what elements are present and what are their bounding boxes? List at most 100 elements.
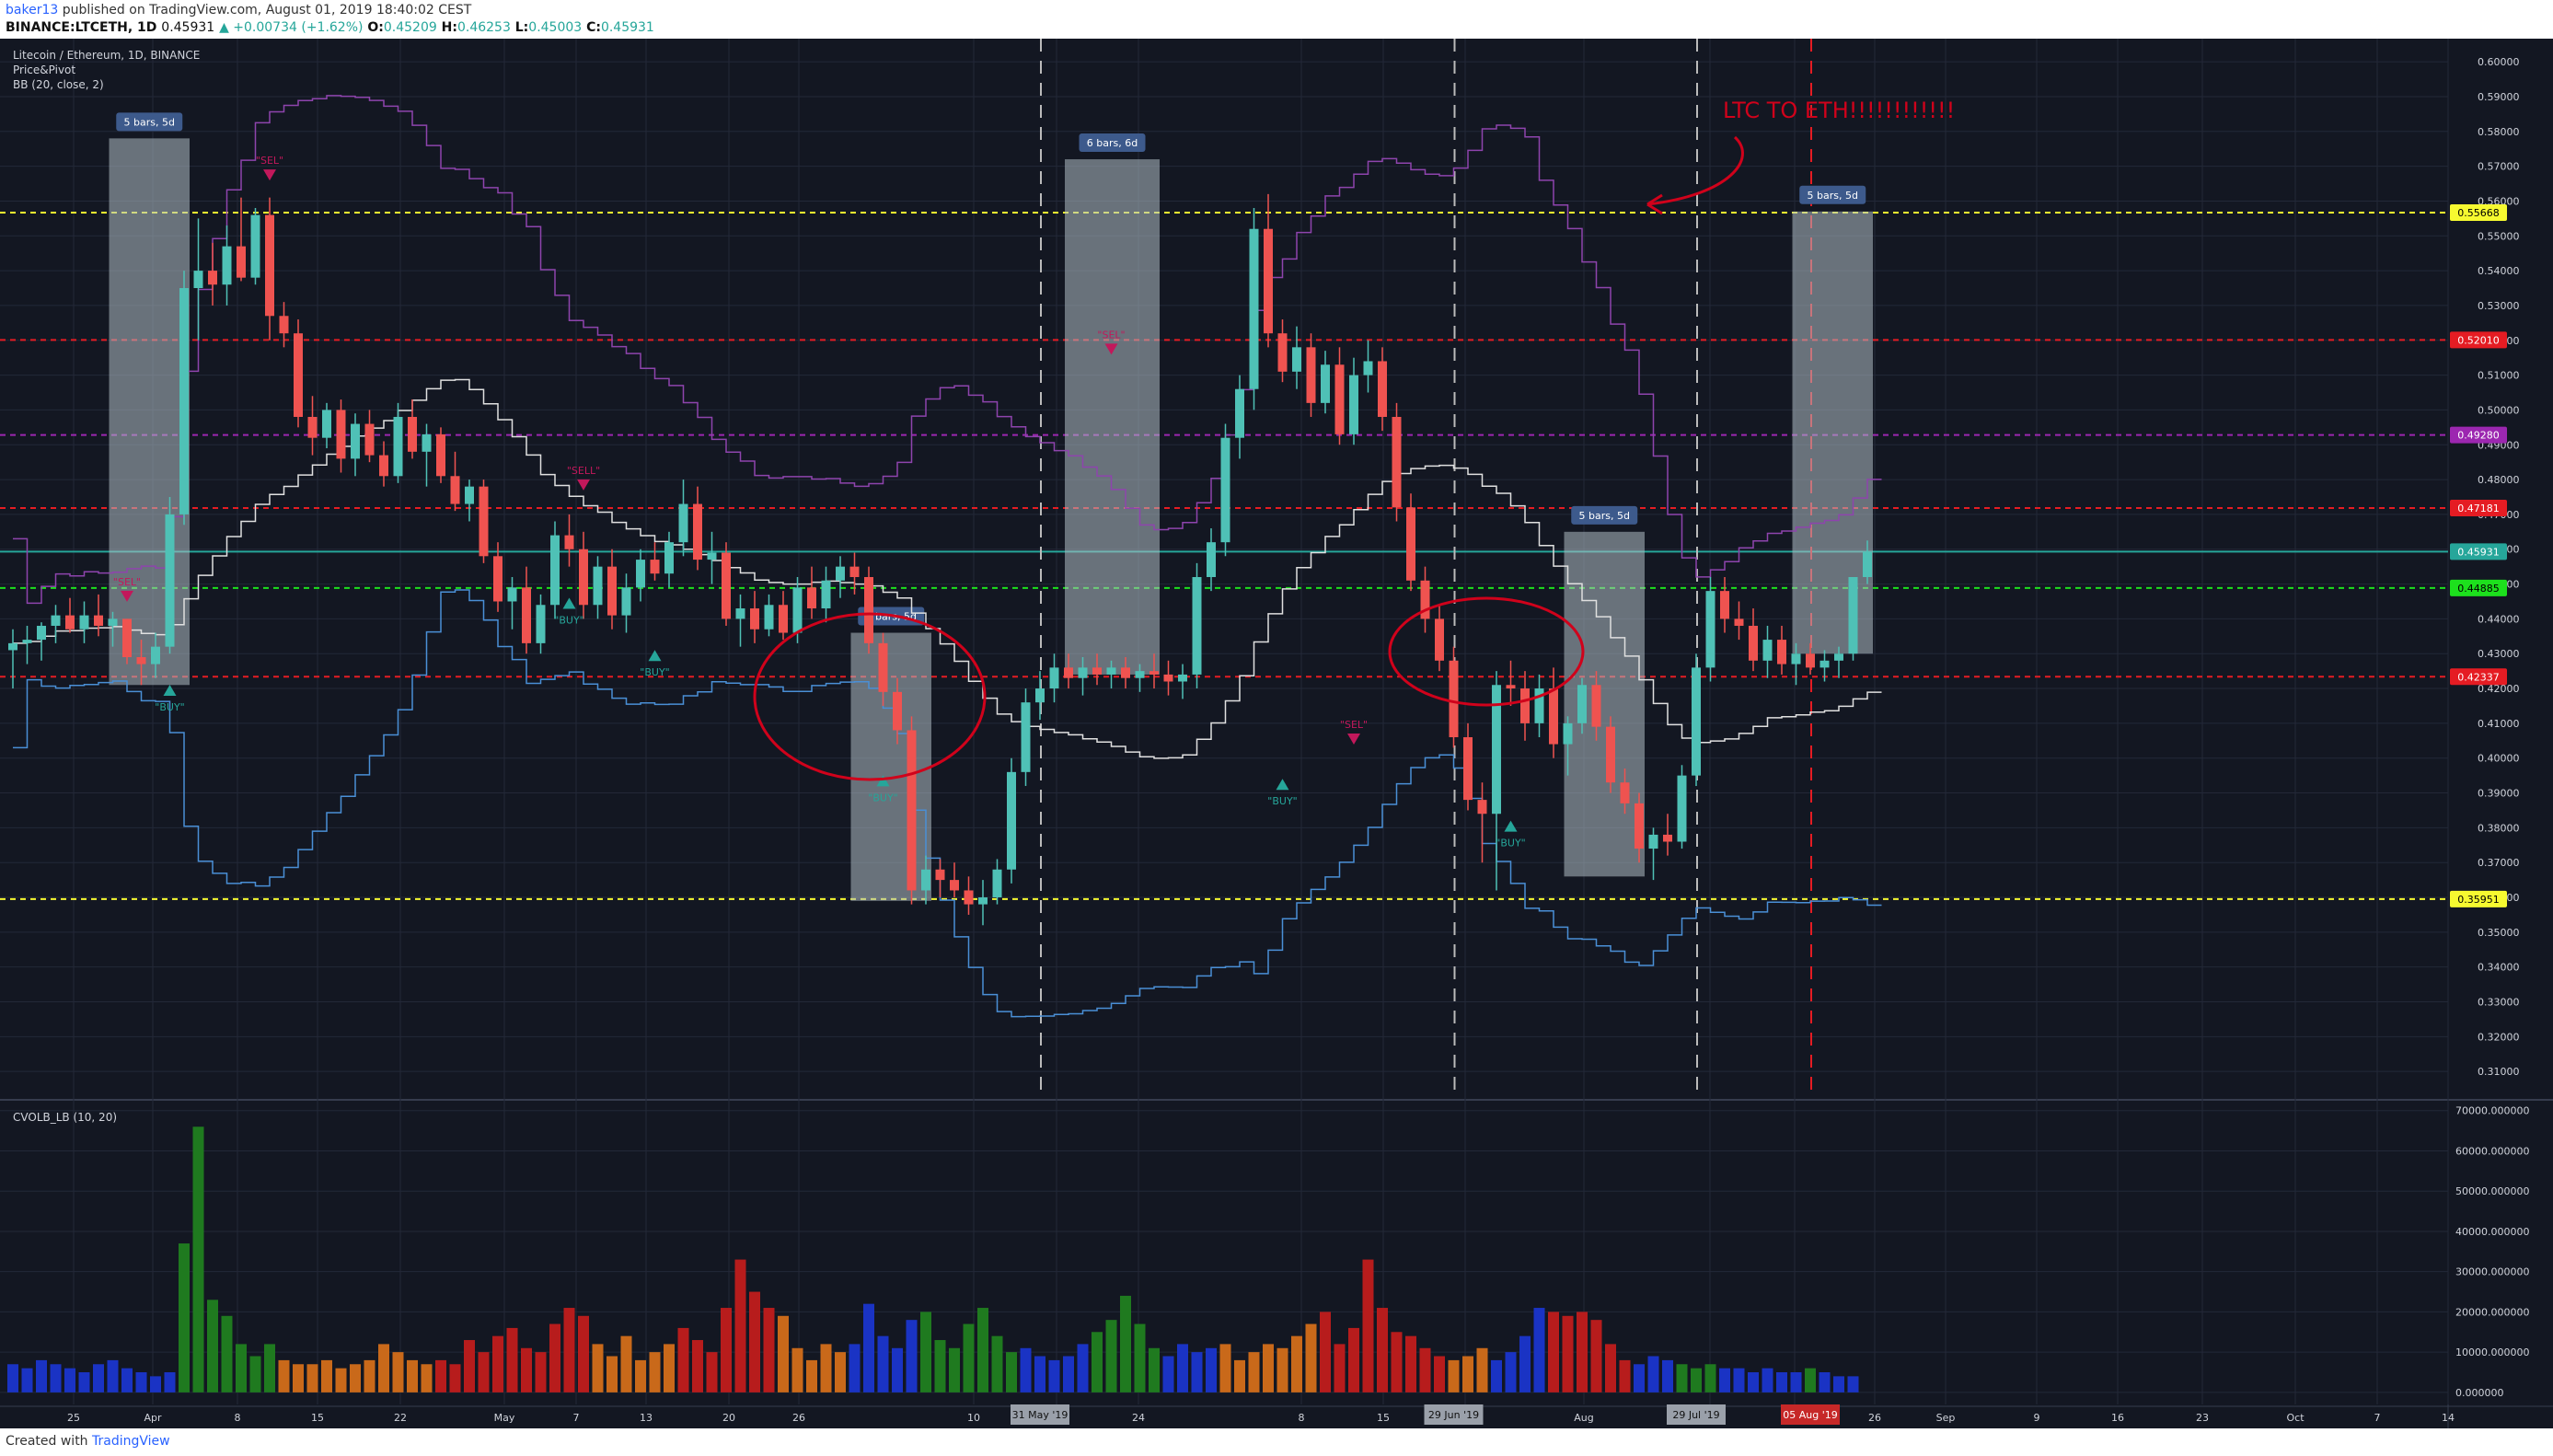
volume-bar (278, 1359, 290, 1392)
measure-box (1792, 211, 1873, 654)
x-tick-label: 23 (2196, 1412, 2209, 1424)
candle-body (722, 552, 731, 619)
candle-body (1806, 653, 1815, 668)
y-tick-label: 0.38000 (2478, 822, 2520, 834)
candle-body (436, 433, 445, 477)
volume-bar (36, 1359, 47, 1392)
volume-bar (1405, 1335, 1416, 1392)
x-tick-label: 24 (1132, 1412, 1145, 1424)
candle-body (1406, 507, 1415, 581)
tradingview-logo-link[interactable]: TradingView (92, 1434, 170, 1449)
author-link[interactable]: baker13 (6, 3, 59, 17)
close-label: C: (586, 20, 601, 35)
buy-marker (876, 775, 890, 787)
candle-body (849, 566, 860, 577)
buy-label: "BUY" (554, 614, 583, 626)
high-value: 0.46253 (456, 20, 511, 35)
volume-bar (1562, 1315, 1574, 1392)
volume-bar (364, 1359, 375, 1392)
vol-y-tick-label: 50000.000000 (2455, 1185, 2529, 1197)
candle-body (1549, 688, 1558, 745)
vol-y-tick-label: 70000.000000 (2455, 1105, 2529, 1117)
volume-bar (1305, 1323, 1317, 1392)
candle-body (1135, 671, 1145, 678)
candle-body (422, 433, 432, 452)
price-level-label: 0.52010 (2457, 334, 2500, 346)
buy-marker (1276, 779, 1289, 791)
x-current-label: 05 Aug '19 (1783, 1409, 1838, 1421)
candle-body (579, 549, 588, 606)
volume-bar (1020, 1347, 1032, 1392)
volume-bar (1748, 1372, 1759, 1392)
volume-bar (1362, 1259, 1374, 1392)
volume-bar (7, 1364, 18, 1392)
candle-body (22, 640, 32, 643)
volume-bar (21, 1368, 33, 1392)
volume-bar (50, 1364, 62, 1392)
y-tick-label: 0.53000 (2478, 300, 2520, 312)
price-chart[interactable]: 0.600000.590000.580000.570000.560000.550… (0, 39, 2553, 1428)
volume-bar (1134, 1323, 1146, 1392)
volume-bar (1704, 1364, 1716, 1392)
candle-body (1192, 577, 1202, 675)
pivot-line (13, 378, 1882, 759)
candle-body (1306, 347, 1316, 403)
volume-bar (1676, 1364, 1688, 1392)
y-tick-label: 0.40000 (2478, 753, 2520, 765)
volume-bar (1548, 1312, 1559, 1392)
x-tick-label: Sep (1936, 1412, 1956, 1424)
volume-bar (1191, 1352, 1203, 1392)
candle-body (1235, 388, 1244, 438)
volume-bar (1006, 1352, 1017, 1392)
candle-body (1378, 361, 1387, 417)
volume-bar (1505, 1352, 1517, 1392)
candle-body (250, 214, 260, 278)
volume-bar (1762, 1368, 1773, 1392)
volume-bar (1634, 1364, 1645, 1392)
volume-bar (435, 1359, 446, 1392)
candle-body (1492, 685, 1501, 815)
candle-body (1577, 685, 1587, 723)
candle-body (522, 587, 531, 643)
y-tick-label: 0.59000 (2478, 91, 2520, 103)
volume-bar (1462, 1356, 1473, 1392)
volume-bar (791, 1347, 803, 1392)
close-value: 0.45931 (600, 20, 654, 35)
candle-body (893, 691, 902, 731)
publish-line: baker13 published on TradingView.com, Au… (6, 3, 471, 17)
candle-body (821, 580, 831, 609)
buy-label: "BUY" (155, 701, 184, 713)
open-value: 0.45209 (383, 20, 437, 35)
candle-body (1035, 688, 1045, 703)
symbol-ohlc-line: BINANCE:LTCETH, 1D 0.45931 ▲ +0.00734 (+… (6, 20, 654, 35)
chart-area[interactable]: 0.60000 0.59000 0.58000 0.57000 0.56000 0.550… (0, 39, 2553, 1428)
buy-marker (1504, 820, 1518, 832)
candle-body (593, 566, 603, 606)
volume-bar (977, 1308, 988, 1392)
candle-body (108, 618, 118, 626)
x-tick-label: 14 (2442, 1412, 2455, 1424)
candle-body (1663, 834, 1672, 842)
created-text: Created with (6, 1434, 88, 1449)
price-level-label: 0.49280 (2457, 430, 2500, 442)
volume-bar (877, 1335, 889, 1392)
volume-bar (1605, 1344, 1616, 1392)
candle-body (364, 423, 375, 456)
low-value: 0.45003 (528, 20, 583, 35)
candle-body (1591, 685, 1601, 727)
volume-bar (506, 1327, 518, 1392)
volume-bar (1034, 1356, 1045, 1392)
candle-body (1819, 660, 1830, 668)
candle-body (279, 316, 289, 334)
buy-label: "BUY" (868, 792, 897, 803)
candle-body (1834, 653, 1843, 661)
candle-body (379, 455, 388, 477)
candle-body (1534, 688, 1544, 723)
volume-bar (1162, 1356, 1174, 1392)
candle-body (1606, 726, 1615, 783)
candle-body (1092, 667, 1102, 675)
x-highlight-label: 31 May '19 (1012, 1409, 1069, 1421)
volume-bar (1105, 1320, 1117, 1392)
candle-body (836, 566, 845, 581)
x-highlight-label: 29 Jun '19 (1428, 1409, 1479, 1421)
